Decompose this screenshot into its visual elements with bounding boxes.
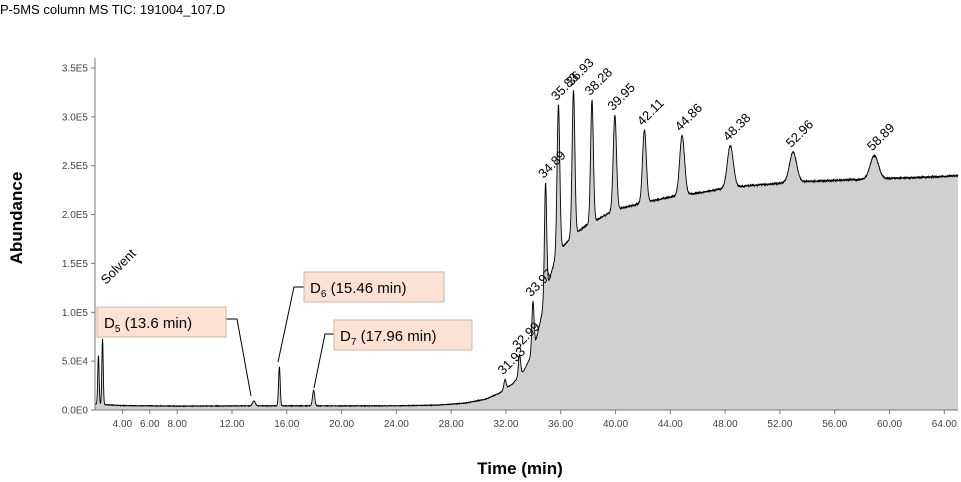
x-tick-label: 16.00 (274, 419, 299, 430)
x-tick-label: 64.00 (932, 419, 957, 430)
y-tick-label: 2.5E5 (62, 161, 89, 172)
tic-trace-line (94, 90, 959, 408)
y-tick-label: 2.0E5 (62, 210, 89, 221)
y-tick-label: 3.0E5 (62, 112, 89, 123)
solvent-label: Solvent (98, 246, 140, 288)
x-tick-label: 24.00 (384, 419, 409, 430)
d7-label-box (333, 319, 473, 351)
d7-label-text: D7 (17.96 min) (340, 328, 436, 348)
peak-label: 34.89 (535, 148, 569, 182)
x-axis-ticks: 4.00 6.00 8.00 12.00 16.00 20.00 24.00 28.00 32.… (113, 410, 957, 430)
x-tick-label: 44.00 (658, 419, 683, 430)
d5-annotation: D5 (13.6 min) (96, 306, 252, 397)
x-tick-label: 32.00 (493, 419, 518, 430)
x-tick-label: 36.00 (548, 419, 573, 430)
d6-label-text: D6 (15.46 min) (310, 280, 406, 300)
y-axis-ticks: 0.0E0 5.0E4 1.0E5 1.5E5 2.0E5 2.5E5 3.0E5 3.5E5 (62, 64, 95, 417)
x-axis-title: Time (min) (477, 459, 563, 478)
x-tick-label: 12.00 (219, 419, 244, 430)
d6-leader-line (277, 286, 304, 363)
x-tick-label: 56.00 (822, 419, 847, 430)
x-tick-label: 4.00 (113, 419, 133, 430)
d6-annotation: D6 (15.46 min) (277, 271, 445, 363)
x-tick-label: 60.00 (877, 419, 902, 430)
peak-label: 44.86 (672, 100, 706, 134)
y-tick-label: 1.0E5 (62, 308, 89, 319)
x-tick-label: 48.00 (713, 419, 738, 430)
y-axis-title: Abundance (7, 172, 26, 265)
d5-leader-line (226, 318, 252, 397)
x-tick-label: 20.00 (329, 419, 354, 430)
y-tick-label: 3.5E5 (62, 64, 89, 75)
x-tick-label: 8.00 (167, 419, 187, 430)
x-tick-label: 28.00 (439, 419, 464, 430)
plot-area (94, 90, 959, 410)
d7-annotation: D7 (17.96 min) (313, 319, 473, 389)
d5-label-text: D5 (13.6 min) (104, 315, 192, 335)
x-tick-label: 52.00 (767, 419, 792, 430)
x-tick-label: 6.00 (140, 419, 160, 430)
y-tick-label: 0.0E0 (62, 406, 89, 417)
peak-label: 42.11 (634, 95, 667, 128)
peak-label: 52.96 (783, 117, 817, 151)
d6-label-box (303, 271, 445, 303)
d5-label-box (96, 306, 227, 338)
x-tick-label: 40.00 (603, 419, 628, 430)
y-tick-label: 5.0E4 (62, 357, 89, 368)
peak-label: 39.95 (604, 80, 638, 114)
peak-label: 48.38 (720, 110, 754, 144)
y-tick-label: 1.5E5 (62, 259, 89, 270)
tic-area-fill (95, 90, 958, 410)
d7-leader-line (313, 333, 334, 389)
chart-title: P-5MS column MS TIC: 191004_107.D (0, 2, 225, 17)
peak-label: 58.89 (864, 120, 898, 154)
